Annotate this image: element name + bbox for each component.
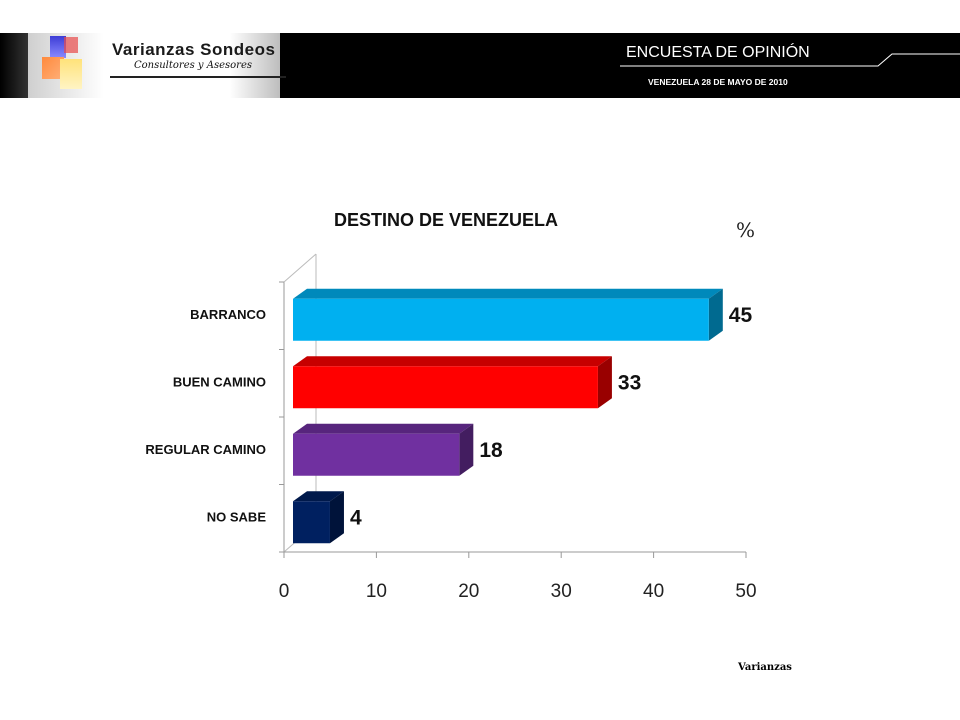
logo-square-orange: [42, 57, 64, 79]
x-tick-label: 0: [279, 581, 290, 602]
bar-side-face: [329, 491, 344, 544]
category-label: BUEN CAMINO: [173, 374, 266, 389]
bar: [293, 298, 709, 341]
bar-top-face: [293, 491, 344, 502]
survey-title: ENCUESTA DE OPINIÓN: [626, 44, 810, 61]
data-label: 18: [479, 439, 503, 462]
category-label: BARRANCO: [190, 307, 266, 322]
data-label: 33: [618, 371, 641, 394]
x-tick-label: 40: [643, 581, 664, 602]
bar-side-face: [459, 423, 474, 476]
x-tick-label: 10: [366, 581, 387, 602]
unit-label: %: [736, 218, 756, 242]
logo-subtitle: Consultores y Asesores: [134, 60, 253, 71]
header-edge: [0, 33, 28, 98]
header-accent-line: [620, 53, 960, 67]
x-tick-label: 50: [735, 581, 756, 602]
bar-top-face: [293, 356, 612, 367]
logo: Varianzas Sondeos Consultores y Asesores: [28, 33, 286, 98]
x-tick-label: 30: [551, 581, 572, 602]
bar: [293, 501, 330, 544]
data-label: 4: [350, 506, 362, 529]
logo-square-yellow: [60, 59, 82, 89]
data-label: 45: [729, 304, 753, 327]
bar: [293, 433, 460, 476]
logo-title: Varianzas Sondeos: [112, 40, 276, 59]
bar-top-face: [293, 423, 474, 434]
survey-subtitle: VENEZUELA 28 DE MAYO DE 2010: [648, 77, 788, 87]
chart-title: DESTINO DE VENEZUELA: [334, 210, 559, 230]
logo-underline: [110, 76, 286, 78]
source-label: Varianzas: [738, 662, 792, 673]
logo-square-red: [64, 37, 78, 53]
bar-side-face: [708, 288, 723, 341]
logo-square-blue: [50, 36, 66, 58]
bar-top-face: [293, 288, 723, 299]
x-tick-label: 20: [458, 581, 479, 602]
depth-edge-top: [283, 253, 317, 283]
bar: [293, 366, 598, 409]
category-label: REGULAR CAMINO: [145, 442, 266, 457]
category-label: NO SABE: [207, 509, 267, 524]
bar-side-face: [597, 356, 612, 409]
